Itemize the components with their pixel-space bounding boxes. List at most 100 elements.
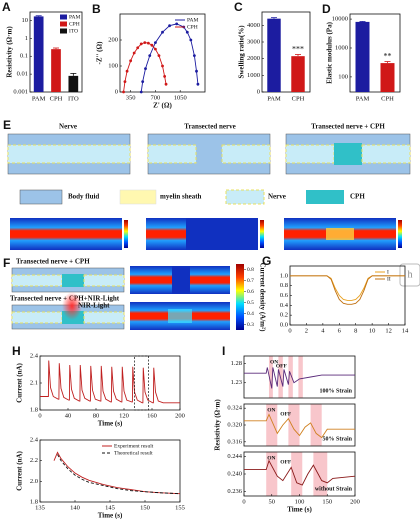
panel-letter: H [12,344,21,358]
legend-label: CPH [69,21,80,27]
legend-label: CPH [350,193,365,201]
nerve-model [7,133,131,175]
bar [51,49,61,92]
side-tab[interactable]: h [399,263,420,287]
x-tick-label: 0 [38,412,41,419]
point [144,67,147,70]
strain-label: without Strain [315,486,353,492]
x-tick-label: 200 [350,498,360,505]
point [123,80,127,83]
bar [291,56,305,92]
y-axis-label: Elastic modulus (Pa) [326,21,334,84]
colorbar-tick-label: 0.4 [247,311,254,317]
y-tick-label: 0.4 [280,302,289,309]
series-line [57,454,181,495]
x-tick-label: 200 [175,412,185,419]
y-tick-label: 0.244 [227,453,242,460]
plot-frame [349,13,401,93]
shaded-span [266,404,278,446]
plot-frame [243,355,356,399]
y-tick-label: 0.236 [227,488,242,495]
y-axis-label: -Z'' (Ω) [96,41,104,65]
bar [355,21,370,93]
point [195,69,198,73]
series-line [244,459,356,486]
colorbar-tick-label: 0.3 [247,322,254,328]
on-label: ON [267,407,275,413]
point [185,30,189,34]
x-tick-label: ITO [68,95,79,102]
y-tick-label: 0.324 [227,405,242,412]
chart: 0.316 0.320 0.324 Resistivity (Ω·m) ON OFF 50%… [214,399,356,451]
bar [33,16,44,92]
y-axis-label: Resistivity (Ω·m) [6,26,14,78]
y-tick-label: 1000 [247,72,260,79]
point [141,80,145,83]
panel-letter: G [262,254,271,268]
point [175,22,179,26]
y-tick-label: 0.01 [17,71,28,78]
y-tick-label: 2.4 [30,352,39,359]
y-tick-label: 1.23 [231,379,242,386]
series-line [53,451,181,495]
x-tick-label: 140 [70,504,80,511]
x-tick-label: 100 [295,498,305,505]
shaded-span [266,452,278,496]
colorbar-tick-label: 0.7 [247,278,254,284]
point [132,51,136,55]
y-tick-label: 2.4 [30,436,39,443]
legend-label: PAM [69,14,81,20]
y-tick-label: 2.0 [30,478,38,485]
series-line [123,42,167,93]
y-tick-label: 0.001 [13,88,28,95]
x-tick-label: CPH [50,95,63,102]
y-axis-label: Swelling ratio(%) [238,25,246,79]
zoom-box [134,355,149,411]
x-tick-label: 120 [119,412,129,419]
x-tick-label: 14 [402,327,409,334]
shaded-span [288,356,293,398]
point [157,54,161,57]
legend-label: Body fluid [68,193,99,201]
point [122,90,125,94]
legend-label: II [387,276,391,282]
panel-letter: F [3,256,10,270]
point [192,54,196,57]
shaded-span [288,404,300,446]
x-tick-label: 0 [242,498,245,505]
x-tick-label: PAM [32,95,46,102]
cph-nir-model [11,292,125,330]
x-tick-label: 145 [105,504,115,511]
shaded-span [268,356,273,398]
plot-frame [261,11,311,93]
y-tick-label: 0.0 [280,321,288,328]
shaded-span [310,404,322,446]
chart: 1.8 2.0 2.2 2.4 135 140 145 150 155 Current (nA) T… [16,436,185,519]
y-tick-label: 0.316 [227,438,242,445]
x-tick-label: 700 [151,94,161,101]
y-axis-label: Resistivity (Ω·m) [214,399,222,451]
diagram-title: Transected nerve [184,123,235,131]
y-tick-label: 3000 [247,38,260,45]
x-tick-label: 50 [269,498,276,505]
simulation-maps [130,266,230,330]
y-tick-label: 10000 [332,16,348,23]
y-tick-label: 0 [257,88,260,95]
x-tick-label: 160 [147,412,157,419]
y-tick-label: 0.2 [280,312,288,319]
point [139,90,143,94]
chart: G 0.0 0.2 0.4 0.6 0.8 1.0 0 2 4 6 8 10 12 14 III [262,254,409,334]
transected-model [147,133,271,175]
y-tick-label: 10 [22,17,29,24]
x-tick-label: 8 [354,327,357,334]
x-tick-label: 12 [385,327,392,334]
colorbar-tick-label: 0.5 [247,300,254,306]
off-label: OFF [276,363,288,369]
point [146,41,150,45]
x-tick-label: 150 [322,498,332,505]
y-tick-label: 1.28 [231,360,242,367]
panel-letter: C [234,0,243,14]
x-axis-label: Z' (Ω) [153,102,172,110]
